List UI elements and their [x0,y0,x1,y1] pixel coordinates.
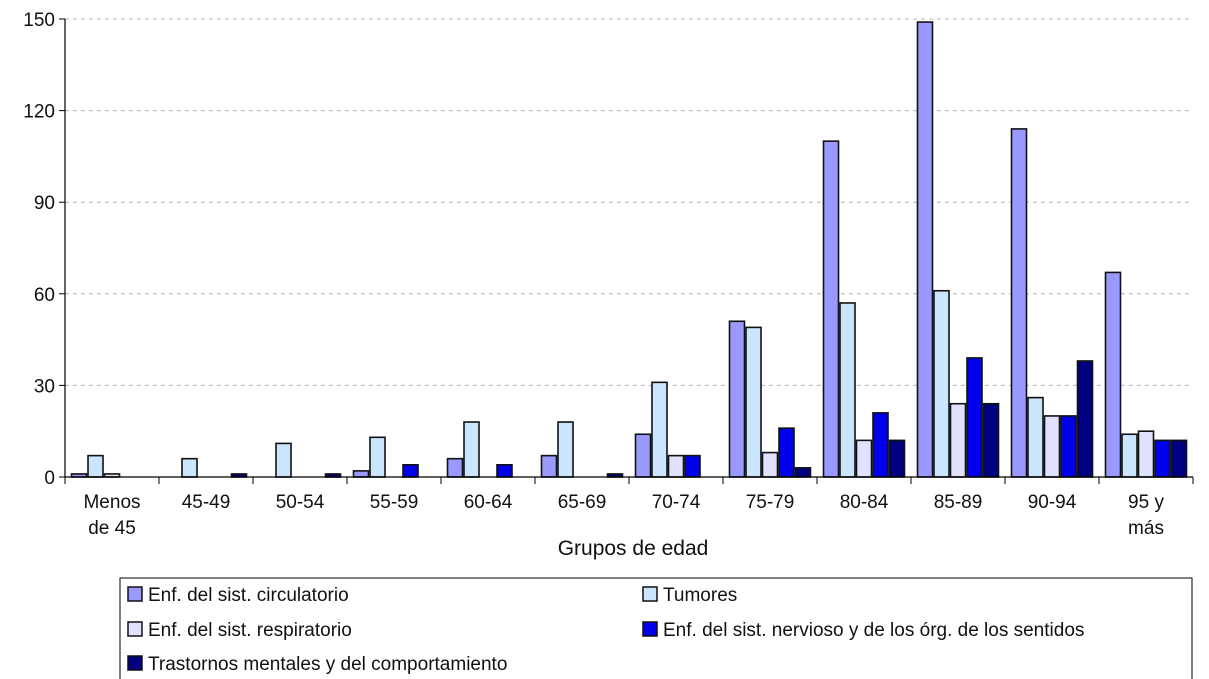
x-tick-label: 70-74 [652,492,701,513]
bar [1121,433,1138,478]
bar [496,463,513,478]
legend-label: Tumores [663,585,737,606]
bar [949,402,967,478]
bar [684,454,701,478]
legend-label: Enf. del sist. respiratorio [148,620,352,641]
bar [352,470,370,478]
y-tick-label: 120 [23,102,55,123]
y-tick-label: 60 [34,285,55,306]
x-tick-label: más [1128,518,1164,539]
legend-swatch [642,621,658,637]
x-tick-label: 55-59 [370,492,419,513]
y-tick-label: 30 [34,376,55,397]
bar [745,326,762,478]
legend-label: Enf. del sist. nervioso y de los órg. de… [663,620,1084,641]
legend-swatch [127,586,143,602]
bar [402,463,419,478]
bar [667,454,685,478]
x-tick-label: de 45 [88,518,136,539]
axes [59,18,1194,484]
x-tick-label: 80-84 [840,492,889,513]
bar [87,454,104,478]
bar [651,381,668,478]
bar [1104,271,1122,478]
x-axis-title: Grupos de edad [558,537,709,560]
bar [446,457,464,478]
x-tick-label: 95 y [1128,492,1164,513]
bar [966,357,983,478]
bar [181,457,198,478]
x-tick-label: 45-49 [182,492,231,513]
bar [794,467,812,478]
bar [728,320,746,478]
bar [778,427,795,478]
legend-label: Trastornos mentales y del comportamiento [148,654,507,675]
y-tick-label: 150 [23,10,55,31]
bar [1170,439,1188,478]
bar [1027,396,1044,478]
bar [1154,439,1171,478]
bar [275,442,292,478]
bar [855,439,873,478]
x-tick-label: 65-69 [558,492,607,513]
x-tick-label: 75-79 [746,492,795,513]
bar [463,421,480,478]
legend-swatch [127,621,143,637]
legend-swatch [127,655,143,671]
legend: Enf. del sist. circulatorio Tumores Enf. d… [119,577,1193,679]
bar [872,412,889,478]
x-tick-label: 85-89 [934,492,983,513]
x-tick-label: Menos [83,492,140,513]
legend-label: Enf. del sist. circulatorio [148,585,349,606]
tick-labels: 0 30 60 90 120 150 Menos de 45 45-49 50-54 55-59 60… [23,10,1164,539]
bar [916,21,934,478]
bar [888,439,906,478]
bars [70,21,1188,478]
bar [634,433,652,478]
bar [761,451,779,478]
bar [933,289,950,478]
legend-swatch [642,586,658,602]
bar [1010,128,1028,478]
y-tick-label: 0 [44,468,55,489]
bar [839,302,856,478]
bar [1137,430,1155,478]
bar [557,421,574,478]
bar [1076,360,1094,478]
bar [1043,415,1061,478]
bar [822,140,840,478]
bar [982,402,1000,478]
x-tick-label: 90-94 [1028,492,1077,513]
x-tick-label: 50-54 [276,492,325,513]
x-tick-label: 60-64 [464,492,513,513]
bar [1060,415,1077,478]
y-tick-label: 90 [34,193,55,214]
bar [540,454,558,478]
bar [369,436,386,478]
